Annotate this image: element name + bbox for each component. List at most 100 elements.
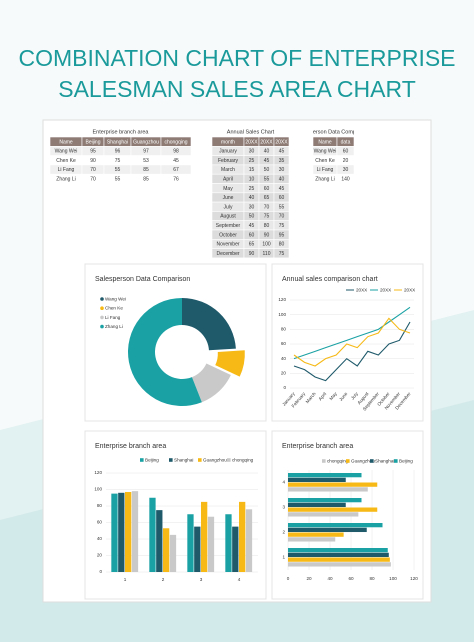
cell-text: 60 [264, 186, 270, 192]
legend-label: Li Fang [105, 315, 121, 320]
cell-text: 55 [264, 176, 270, 182]
cell-text: 90 [90, 158, 96, 164]
legend-label: 20XX [356, 287, 367, 292]
header-text: Beijing [85, 139, 100, 145]
bar [149, 497, 156, 572]
header-text: Name [318, 139, 332, 145]
bar [288, 507, 378, 512]
y-tick-label: 120 [94, 470, 102, 475]
cell-text: 53 [143, 158, 149, 164]
legend-label: 20XX [404, 287, 415, 292]
cell-text: 80 [279, 242, 285, 248]
cell-text: 45 [264, 158, 270, 164]
y-tick-label: 100 [94, 487, 102, 492]
cell-text: August [220, 214, 236, 220]
cell-text: 70 [90, 167, 96, 173]
cell-text: 75 [279, 223, 285, 229]
y-tick-label: 20 [281, 371, 287, 376]
bar [288, 512, 359, 517]
legend-label: Guangzhou [203, 457, 227, 462]
header-text: 20XX [245, 139, 258, 145]
cell-text: Zhang Li [315, 176, 334, 182]
cell-text: 45 [249, 223, 255, 229]
bar [232, 526, 239, 572]
cell-text: Chen Ke [315, 158, 335, 164]
cell [336, 173, 354, 184]
chart-title: Salesperson Data Comparison [95, 276, 190, 283]
bar [288, 487, 368, 492]
page-title: COMBINATION CHART OF ENTERPRISE [18, 45, 455, 71]
cell-text: 100 [262, 242, 271, 248]
y-tick-label: 2 [282, 530, 285, 535]
x-tick-label: 0 [287, 576, 290, 581]
cell-text: 70 [90, 176, 96, 182]
bar [239, 501, 246, 572]
cell-text: 50 [249, 214, 255, 220]
bar [288, 473, 362, 478]
x-tick-label: 80 [369, 576, 375, 581]
bar [111, 493, 118, 572]
table-title: Annual Sales Chart [227, 129, 275, 135]
cell-text: 70 [264, 204, 270, 210]
legend-label: Beijing [145, 457, 159, 462]
cell-text: Wang Wei [55, 149, 78, 155]
bar [288, 502, 346, 508]
cell-text: July [224, 204, 233, 210]
cell [160, 173, 192, 184]
cell-text: 30 [343, 167, 349, 173]
cell-text: 90 [249, 251, 255, 257]
legend-label: Wang Wei [105, 296, 126, 301]
cell-text: 40 [279, 176, 285, 182]
cell-text: 40 [264, 149, 270, 155]
y-tick-label: 4 [282, 480, 285, 485]
bar [288, 532, 344, 537]
cell-text: Wang Wei [314, 149, 337, 155]
cell-text: 75 [115, 158, 121, 164]
cell-text: 55 [115, 167, 121, 173]
legend-swatch [346, 459, 350, 463]
cell-text: 45 [279, 186, 285, 192]
cell-text: June [223, 195, 234, 201]
cell-text: 20 [343, 158, 349, 164]
cell-text: 90 [264, 232, 270, 238]
chart-title: Annual sales comparison chart [282, 276, 378, 283]
x-tick-label: 1 [124, 577, 127, 582]
cell-text: Chen Ke [56, 158, 76, 164]
cell-text: 67 [173, 167, 179, 173]
cell-text: 60 [249, 232, 255, 238]
y-tick-label: 40 [97, 536, 103, 541]
bar [207, 516, 215, 572]
cell-text: 65 [249, 242, 255, 248]
y-tick-label: 3 [282, 505, 285, 510]
legend-label: Zhang Li [105, 324, 123, 329]
table: Enterprise branch area Name Beijing Shangha… [49, 129, 192, 184]
cell-text: 70 [279, 214, 285, 220]
bar [288, 477, 346, 483]
header-text: 20XX [275, 139, 288, 145]
bar [288, 562, 391, 567]
legend-swatch [100, 315, 104, 320]
cell-text: April [223, 176, 233, 182]
header-text: Shanghai [107, 139, 128, 145]
y-tick-label: 80 [97, 503, 103, 508]
legend-label: chongqing [232, 457, 254, 462]
bar [288, 537, 336, 542]
cell-text: 60 [343, 149, 349, 155]
cell-text: Li Fang [58, 167, 75, 173]
cell-text: January [219, 149, 237, 155]
bar [194, 526, 201, 572]
line-series [293, 321, 411, 382]
legend-swatch [140, 458, 144, 462]
header-text: data [341, 139, 351, 145]
chart-card [271, 263, 424, 422]
header-text: Name [59, 139, 73, 145]
cell-text: 30 [249, 204, 255, 210]
bar [131, 491, 139, 572]
x-tick-label: May [328, 391, 338, 401]
legend-label: Guangzhou [351, 458, 375, 463]
y-tick-label: 1 [282, 555, 285, 560]
cell-text: 60 [279, 195, 285, 201]
bar [288, 548, 388, 553]
